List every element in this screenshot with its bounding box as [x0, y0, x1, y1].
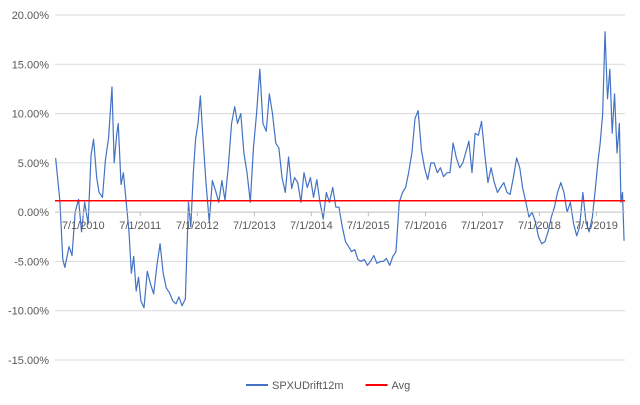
y-tick-label: 0.00%	[18, 207, 49, 219]
x-tick-label: 7/1/2019	[575, 220, 618, 232]
y-axis-tick-labels: 20.00% 15.00% 10.00% 5.00% 0.00% -5.00% -10.00…	[8, 10, 49, 367]
x-tick-label: 7/1/2012	[176, 220, 219, 232]
x-tick-label: 7/1/2015	[347, 220, 390, 232]
y-tick-label: 10.00%	[12, 109, 50, 121]
x-tick-label: 7/1/2018	[518, 220, 561, 232]
x-axis-tick-labels: 7/1/2010 7/1/2011 7/1/2012 7/1/2013 7/1/2014…	[62, 212, 618, 232]
y-tick-label: -5.00%	[14, 256, 49, 268]
y-tick-label: 5.00%	[18, 158, 49, 170]
series-line-spxudrift12m	[55, 31, 625, 309]
x-tick-label: 7/1/2017	[461, 220, 504, 232]
y-tick-label: 20.00%	[12, 10, 50, 22]
x-tick-label: 7/1/2010	[62, 220, 105, 232]
gridlines	[55, 14, 625, 361]
series-layer	[55, 31, 625, 309]
legend-label: SPXUDrift12m	[272, 380, 344, 392]
x-tick-label: 7/1/2016	[404, 220, 447, 232]
x-tick-label: 7/1/2011	[119, 220, 161, 232]
y-tick-label: -10.00%	[8, 306, 49, 318]
y-tick-label: -15.00%	[8, 355, 49, 367]
legend-label: Avg	[392, 380, 411, 392]
legend: SPXUDrift12m Avg	[246, 380, 410, 392]
x-tick-label: 7/1/2013	[233, 220, 276, 232]
x-tick-label: 7/1/2014	[290, 220, 333, 232]
y-tick-label: 15.00%	[12, 59, 50, 71]
